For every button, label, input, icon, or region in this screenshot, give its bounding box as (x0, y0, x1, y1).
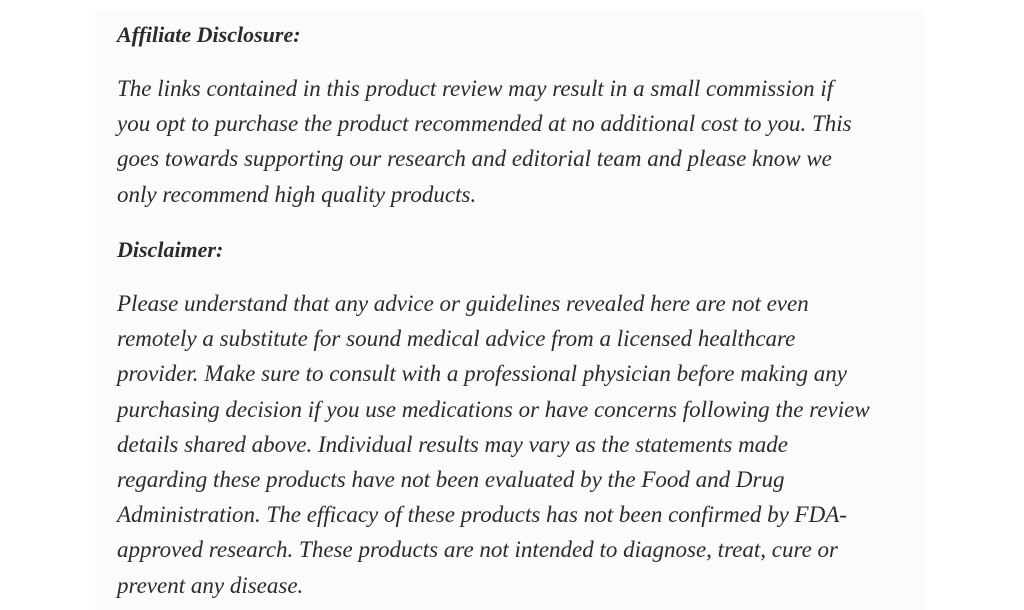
disclaimer-heading: Disclaimer: (117, 237, 224, 262)
text-line: only recommend high quality products. (117, 181, 477, 207)
text-line: approved research. These products are no… (117, 537, 838, 563)
text-line: details shared above. Individual results… (117, 431, 788, 457)
text-line: prevent any disease. (117, 572, 304, 598)
disclaimer-text: Please understand that any advice or gui… (117, 286, 870, 603)
text-line: Please understand that any advice or gui… (117, 291, 809, 316)
text-line: regarding these products have not been e… (117, 466, 785, 492)
affiliate-disclosure-text: The links contained in this product revi… (117, 71, 852, 212)
disclosure-box (95, 10, 925, 610)
text-line: purchasing decision if you use medicatio… (117, 396, 870, 422)
text-line: goes towards supporting our research and… (117, 146, 832, 172)
text-line: provider. Make sure to consult with a pr… (117, 361, 847, 387)
text-line: remotely a substitute for sound medical … (117, 326, 796, 352)
text-line: Administration. The efficacy of these pr… (117, 502, 847, 528)
text-line: The links contained in this product revi… (117, 76, 834, 101)
text-line: you opt to purchase the product recommen… (117, 111, 852, 137)
affiliate-disclosure-heading: Affiliate Disclosure: (117, 22, 301, 47)
